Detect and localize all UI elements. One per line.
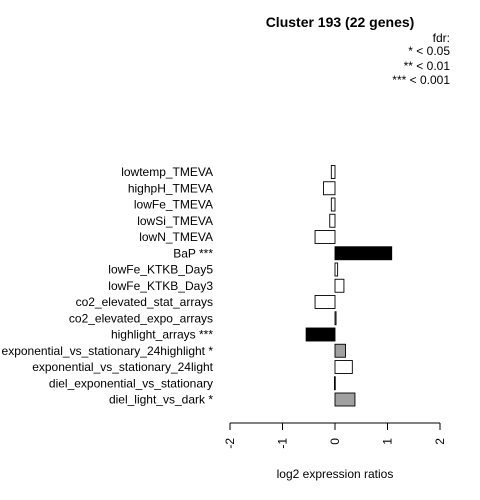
- category-labels: lowtemp_TMEVA highpH_TMEVA lowFe_TMEVA lowS…: [2, 165, 214, 407]
- bar-10: [305, 327, 336, 342]
- x-axis-title: log2 expression ratios: [277, 467, 394, 481]
- category-label-11: exponential_vs_stationary_24highlight *: [2, 344, 214, 358]
- bar-7: [334, 278, 345, 293]
- category-label-12: exponential_vs_stationary_24light: [32, 360, 213, 374]
- category-label-13: diel_exponential_vs_stationary: [49, 376, 213, 390]
- legend-entry-fdr-001: ** < 0.01: [404, 59, 451, 73]
- bars-layer: [305, 165, 393, 407]
- category-label-5: BaP ***: [173, 246, 213, 260]
- category-label-3: lowSi_TMEVA: [137, 214, 213, 228]
- category-label-0: lowtemp_TMEVA: [121, 165, 213, 179]
- bar-12: [334, 360, 353, 374]
- bar-11: [334, 343, 346, 358]
- bar-3: [329, 213, 336, 228]
- category-label-7: lowFe_KTKB_Day3: [108, 279, 213, 293]
- legend-entry-fdr-0001: *** < 0.001: [392, 73, 450, 87]
- bar-8: [314, 295, 336, 309]
- bar-13: [334, 376, 336, 391]
- category-label-1: highpH_TMEVA: [128, 181, 213, 195]
- x-tick-label-3: 1: [381, 438, 395, 445]
- category-label-9: co2_elevated_expo_arrays: [69, 311, 213, 325]
- bar-0: [330, 165, 336, 179]
- bar-2: [330, 197, 336, 212]
- x-tick-label-4: 2: [433, 438, 447, 445]
- x-tick-label-1: -1: [276, 438, 290, 449]
- x-tick-label-0: -2: [223, 438, 237, 449]
- bar-4: [314, 230, 336, 244]
- category-label-14: diel_light_vs_dark *: [109, 393, 213, 407]
- bar-6: [334, 262, 339, 277]
- category-label-4: lowN_TMEVA: [139, 230, 213, 244]
- category-label-2: lowFe_TMEVA: [134, 198, 213, 212]
- bar-14: [334, 392, 356, 407]
- x-tick-label-2: 0: [328, 438, 342, 445]
- x-axis: -2 -1 0 1 2: [223, 422, 447, 449]
- category-label-8: co2_elevated_stat_arrays: [76, 295, 213, 309]
- bar-1: [323, 181, 336, 196]
- chart-title: Cluster 193 (22 genes): [266, 14, 415, 30]
- category-label-10: highlight_arrays ***: [111, 328, 213, 342]
- legend-entry-fdr-005: * < 0.05: [408, 44, 450, 58]
- bar-9: [334, 311, 337, 326]
- bar-5: [334, 246, 393, 261]
- legend-title: fdr:: [433, 31, 450, 45]
- category-label-6: lowFe_KTKB_Day5: [108, 263, 213, 277]
